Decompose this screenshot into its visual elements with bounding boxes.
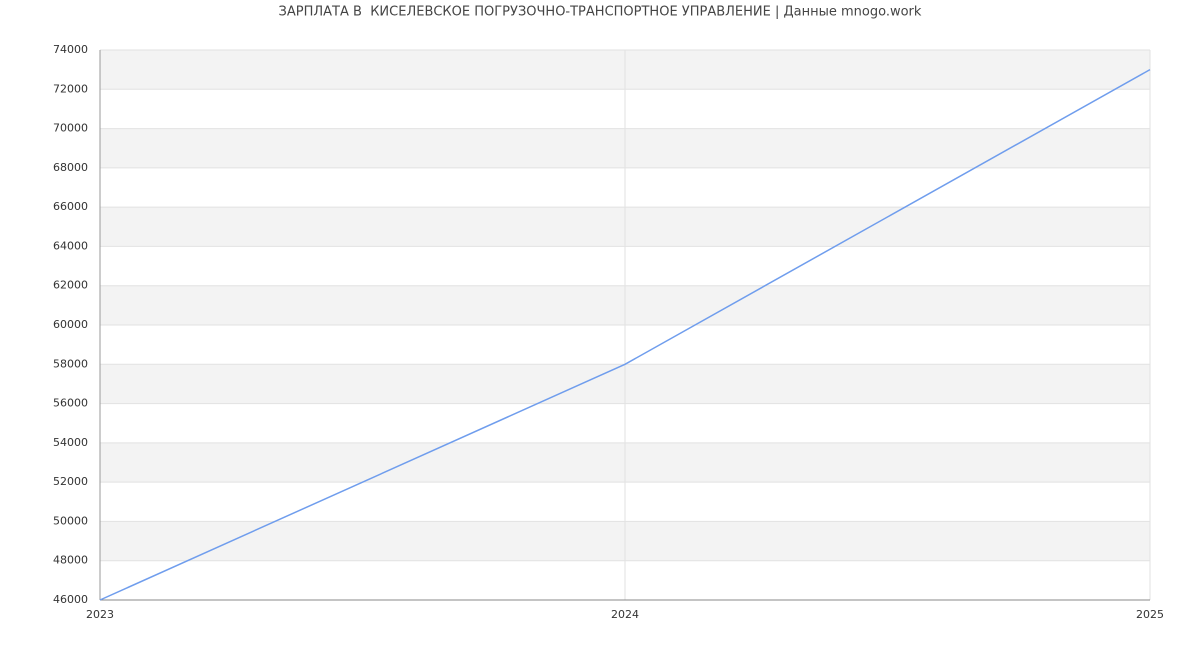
- y-tick-label: 46000: [53, 593, 88, 606]
- y-tick-label: 64000: [53, 239, 88, 252]
- y-tick-label: 66000: [53, 200, 88, 213]
- y-tick-label: 50000: [53, 514, 88, 527]
- y-tick-label: 52000: [53, 475, 88, 488]
- y-tick-label: 68000: [53, 161, 88, 174]
- y-tick-label: 72000: [53, 82, 88, 95]
- y-tick-label: 62000: [53, 279, 88, 292]
- chart-title: ЗАРПЛАТА В КИСЕЛЕВСКОЕ ПОГРУЗОЧНО-ТРАНСП…: [279, 5, 922, 20]
- y-tick-label: 58000: [53, 357, 88, 370]
- y-tick-label: 60000: [53, 318, 88, 331]
- y-tick-label: 74000: [53, 43, 88, 56]
- x-tick-label: 2025: [1136, 608, 1164, 621]
- x-tick-label: 2024: [611, 608, 639, 621]
- y-tick-label: 54000: [53, 436, 88, 449]
- y-tick-label: 56000: [53, 397, 88, 410]
- y-tick-label: 48000: [53, 554, 88, 567]
- x-tick-label: 2023: [86, 608, 114, 621]
- line: [99, 68, 1151, 601]
- y-tick-label: 70000: [53, 122, 88, 135]
